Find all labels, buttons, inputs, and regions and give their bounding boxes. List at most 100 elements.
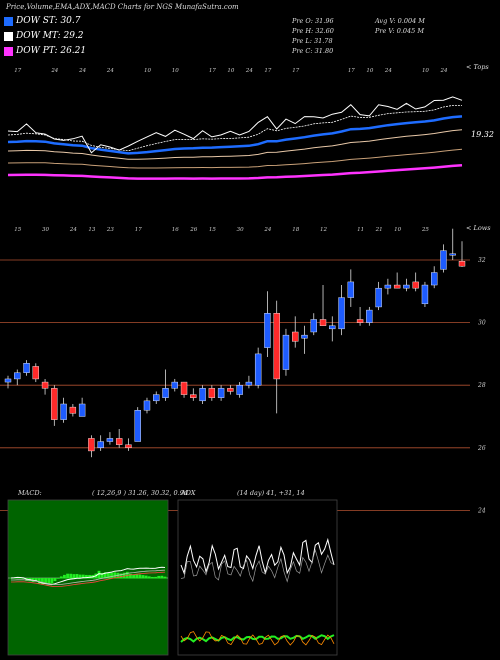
- candle-body: [245, 381, 253, 386]
- macd-hist-bar: [66, 573, 69, 579]
- adx-background: [177, 499, 338, 656]
- legend-swatch-st: [4, 16, 13, 26]
- date-tick-mid: 23: [106, 227, 114, 233]
- date-tick-top: 17: [264, 68, 271, 74]
- candle-body: [69, 406, 77, 414]
- date-tick-mid: 11: [357, 227, 364, 233]
- candle-body: [375, 287, 382, 308]
- macd-hist-bar: [129, 573, 132, 579]
- ytick-label: 26: [477, 445, 486, 452]
- macd-hist-bar: [53, 578, 57, 582]
- ema-panel: 17 24 24 24 10 10 17 10 24 17 17 17 10 24 10 24 15 30 24 13…: [7, 68, 463, 233]
- adx-minus-di-line: [180, 631, 335, 646]
- candle-body: [60, 403, 67, 420]
- candlestick-panel: 32 30 28 26 24: [0, 228, 486, 514]
- candle-body: [88, 438, 95, 452]
- date-tick-top: 24: [106, 68, 114, 74]
- macd-hist-bar: [100, 572, 104, 579]
- candle-body: [180, 381, 188, 395]
- macd-hist-bar: [9, 578, 13, 579]
- macd-hist-bar: [85, 574, 88, 579]
- candle-body: [208, 388, 216, 398]
- macd-hist-bar: [75, 574, 79, 579]
- candle-body: [449, 253, 456, 256]
- macd-hist-bar: [107, 572, 110, 579]
- date-tick-top: 24: [439, 68, 447, 74]
- candle-body: [431, 272, 438, 286]
- macd-panel: [7, 499, 169, 656]
- date-tick-mid: 13: [88, 227, 95, 233]
- candle-body: [273, 313, 280, 380]
- date-tick-mid: 26: [189, 227, 197, 233]
- candle-body: [384, 284, 392, 289]
- quote-low: Pre L: 31.78: [292, 37, 333, 45]
- candle-body: [254, 353, 262, 386]
- date-tick-mid: 12: [320, 227, 327, 233]
- date-tick-top: 24: [50, 68, 58, 74]
- ytick-label: 24: [477, 507, 486, 514]
- macd-hist-bar: [34, 578, 38, 582]
- candle-body: [440, 250, 447, 270]
- candle-body: [153, 394, 160, 402]
- macd-hist-bar: [59, 576, 63, 579]
- adx-label: ADX: [181, 489, 196, 497]
- chart-title: Price,Volume,EMA,ADX,MACD Charts for NGS…: [6, 3, 239, 11]
- candle-body: [14, 372, 21, 380]
- tops-label: < Tops: [466, 63, 489, 71]
- date-tick-mid: 17: [135, 227, 142, 233]
- candle-body: [366, 309, 373, 323]
- candle-body: [282, 334, 290, 370]
- ytick-label: 30: [478, 320, 486, 327]
- candle-body: [115, 438, 123, 445]
- macd-hist-bar: [147, 576, 151, 579]
- macd-hist-bar: [37, 578, 41, 584]
- quote-close: Pre C: 31.80: [292, 47, 334, 55]
- macd-hist-bar: [78, 574, 82, 579]
- legend-swatch-mt: [4, 31, 13, 41]
- ema-5-line: [7, 105, 462, 152]
- candle-body: [292, 331, 299, 342]
- date-tick-top: 24: [78, 68, 86, 74]
- macd-hist-bar: [72, 574, 76, 579]
- macd-hist-bar: [81, 574, 85, 579]
- macd-hist-bar: [138, 574, 142, 579]
- ema-st-line: [7, 115, 463, 155]
- candle-body: [236, 385, 243, 395]
- macd-params: ( 12,26,9 ) 31.26, 30.32, 0.94: [92, 489, 189, 497]
- date-tick-mid: 24: [263, 227, 271, 233]
- legend-dow-pt: DOW PT: 26.21: [4, 46, 86, 56]
- candle-body: [421, 284, 429, 305]
- adx-line: [180, 537, 335, 575]
- legend-dow-mt: DOW MT: 29.2: [4, 31, 84, 41]
- date-tick-mid: 10: [394, 227, 401, 233]
- candle-body: [356, 319, 364, 323]
- candle-body: [51, 388, 58, 420]
- candle-body: [23, 363, 30, 373]
- macd-hist-bar: [44, 578, 47, 585]
- ema-mt-line: [7, 129, 463, 160]
- macd-hist-bar: [154, 576, 157, 579]
- quote-high: Pre H: 32.60: [292, 27, 334, 35]
- macd-hist-bar: [141, 575, 145, 579]
- candle-body: [338, 297, 345, 330]
- candle-body: [162, 388, 169, 398]
- candle-body: [41, 381, 49, 389]
- date-tick-top: 17: [292, 68, 299, 74]
- adx-params: (14 day) 41, +31, 14: [237, 489, 305, 497]
- macd-hist-bar: [132, 574, 135, 579]
- candle-body: [403, 284, 410, 289]
- candle-body: [4, 378, 12, 383]
- ytick-label: 32: [478, 257, 486, 264]
- macd-hist-bar: [144, 575, 148, 579]
- macd-hist-bar: [69, 573, 73, 579]
- quote-volume: Pre V: 0.045 M: [375, 27, 425, 35]
- legend-label-st: DOW ST: 30.7: [16, 16, 81, 26]
- candle-body: [458, 261, 466, 267]
- ema-pt-line: [7, 163, 463, 180]
- date-tick-mid: 21: [375, 227, 383, 233]
- macd-hist-bar: [110, 572, 113, 579]
- quote-open: Pre O: 31.96: [292, 17, 334, 25]
- date-tick-top: 17: [14, 68, 21, 74]
- candle-body: [106, 438, 114, 442]
